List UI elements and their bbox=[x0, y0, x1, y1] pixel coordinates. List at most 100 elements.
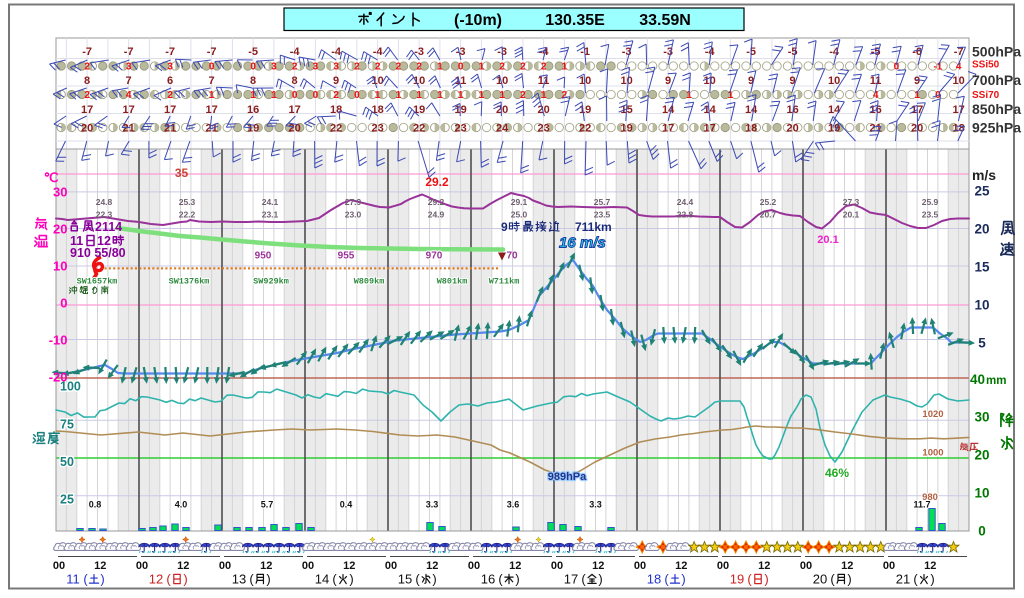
svg-text:mm: mm bbox=[986, 375, 1006, 387]
svg-text:00: 00 bbox=[717, 560, 729, 572]
svg-text:40: 40 bbox=[970, 372, 985, 387]
svg-text:-7: -7 bbox=[207, 46, 217, 58]
svg-text:00: 00 bbox=[634, 560, 646, 572]
svg-text:925hPa: 925hPa bbox=[972, 120, 1021, 136]
svg-text:(: ( bbox=[913, 572, 918, 587]
svg-text:19: 19 bbox=[620, 123, 632, 135]
svg-text:24: 24 bbox=[496, 123, 509, 135]
svg-text:00: 00 bbox=[800, 560, 812, 572]
svg-text:2: 2 bbox=[499, 62, 505, 73]
svg-text:1: 1 bbox=[271, 90, 277, 101]
svg-text:500hPa: 500hPa bbox=[972, 44, 1021, 60]
svg-text:): ) bbox=[349, 572, 353, 587]
svg-text:25.9: 25.9 bbox=[922, 197, 939, 207]
svg-text:17: 17 bbox=[662, 123, 674, 135]
svg-text:0.4: 0.4 bbox=[340, 500, 353, 510]
svg-text:20: 20 bbox=[974, 448, 989, 463]
svg-text:-6: -6 bbox=[912, 46, 922, 58]
svg-text:46%: 46% bbox=[825, 466, 849, 480]
svg-text:(: ( bbox=[166, 572, 171, 587]
svg-text:9: 9 bbox=[914, 75, 920, 87]
svg-text:12: 12 bbox=[841, 560, 853, 572]
svg-text:11: 11 bbox=[870, 75, 882, 87]
svg-text:00: 00 bbox=[468, 560, 480, 572]
svg-text:): ) bbox=[847, 572, 851, 587]
svg-text:22.8: 22.8 bbox=[677, 210, 694, 220]
svg-text:0: 0 bbox=[894, 62, 900, 73]
svg-text:): ) bbox=[432, 572, 436, 587]
svg-text:4: 4 bbox=[126, 90, 132, 101]
svg-text:1: 1 bbox=[499, 90, 505, 101]
svg-text:-4: -4 bbox=[705, 46, 716, 58]
svg-text:℃: ℃ bbox=[44, 170, 59, 185]
svg-text:22.2: 22.2 bbox=[179, 210, 196, 220]
svg-text:-4: -4 bbox=[331, 46, 342, 58]
svg-text:12: 12 bbox=[509, 560, 521, 572]
svg-text:14: 14 bbox=[315, 572, 329, 587]
svg-text:(: ( bbox=[747, 572, 752, 587]
svg-text:17: 17 bbox=[164, 104, 176, 116]
svg-text:8: 8 bbox=[292, 75, 298, 87]
svg-text:-4: -4 bbox=[290, 46, 301, 58]
svg-text:25.0: 25.0 bbox=[511, 210, 528, 220]
svg-text:18: 18 bbox=[330, 104, 342, 116]
svg-text:19: 19 bbox=[579, 104, 591, 116]
svg-text:10: 10 bbox=[53, 259, 67, 274]
svg-text:3: 3 bbox=[333, 62, 339, 73]
svg-text:29.2: 29.2 bbox=[425, 175, 449, 189]
svg-text:10: 10 bbox=[579, 75, 591, 87]
svg-text:1020: 1020 bbox=[922, 409, 943, 420]
svg-text:-5: -5 bbox=[248, 46, 258, 58]
svg-text:19: 19 bbox=[730, 572, 744, 587]
svg-text:(: ( bbox=[332, 572, 337, 587]
svg-text:980: 980 bbox=[922, 492, 938, 503]
svg-text:00: 00 bbox=[136, 560, 148, 572]
svg-text:-5: -5 bbox=[871, 46, 881, 58]
svg-text:0: 0 bbox=[313, 90, 319, 101]
svg-text:989hPa: 989hPa bbox=[548, 471, 587, 483]
svg-text:30: 30 bbox=[974, 410, 989, 425]
svg-text:17: 17 bbox=[81, 104, 93, 116]
svg-text:0: 0 bbox=[354, 90, 360, 101]
svg-text:29.2: 29.2 bbox=[428, 197, 445, 207]
svg-text:23: 23 bbox=[371, 123, 383, 135]
svg-text:2: 2 bbox=[292, 62, 298, 73]
svg-text:35: 35 bbox=[175, 166, 189, 180]
svg-text:(: ( bbox=[249, 572, 254, 587]
svg-text:1: 1 bbox=[541, 90, 547, 101]
svg-text:20: 20 bbox=[81, 123, 93, 135]
svg-text:2: 2 bbox=[396, 62, 402, 73]
svg-text:2114: 2114 bbox=[95, 220, 122, 234]
svg-text:2: 2 bbox=[520, 62, 526, 73]
svg-text:10: 10 bbox=[703, 75, 715, 87]
svg-text:23.5: 23.5 bbox=[594, 210, 611, 220]
svg-text:0: 0 bbox=[250, 62, 256, 73]
svg-text:1: 1 bbox=[562, 62, 568, 73]
svg-text:17: 17 bbox=[205, 104, 217, 116]
svg-text:SSi50: SSi50 bbox=[972, 60, 1000, 71]
svg-text:2: 2 bbox=[333, 90, 339, 101]
svg-text:12: 12 bbox=[149, 572, 163, 587]
svg-text:1: 1 bbox=[728, 90, 734, 101]
svg-text:W801km: W801km bbox=[437, 277, 468, 287]
svg-text:1: 1 bbox=[375, 90, 381, 101]
svg-text:10: 10 bbox=[974, 486, 989, 501]
svg-text:(: ( bbox=[581, 572, 586, 587]
svg-text:50: 50 bbox=[60, 455, 74, 469]
svg-text:2: 2 bbox=[375, 62, 381, 73]
svg-text:910 55/80: 910 55/80 bbox=[70, 246, 126, 260]
svg-text:21: 21 bbox=[896, 572, 910, 587]
svg-text:-3: -3 bbox=[456, 46, 466, 58]
svg-text:(: ( bbox=[830, 572, 835, 587]
svg-text:-7: -7 bbox=[82, 46, 92, 58]
svg-text:13: 13 bbox=[232, 572, 246, 587]
svg-text:W809km: W809km bbox=[354, 277, 385, 287]
svg-text:8: 8 bbox=[84, 75, 90, 87]
svg-text:16: 16 bbox=[247, 104, 259, 116]
svg-text:): ) bbox=[930, 572, 934, 587]
svg-text:-7: -7 bbox=[124, 46, 134, 58]
svg-text:850hPa: 850hPa bbox=[972, 101, 1021, 117]
svg-text:23: 23 bbox=[537, 123, 549, 135]
svg-text:4: 4 bbox=[873, 90, 879, 101]
svg-text:18: 18 bbox=[647, 572, 661, 587]
